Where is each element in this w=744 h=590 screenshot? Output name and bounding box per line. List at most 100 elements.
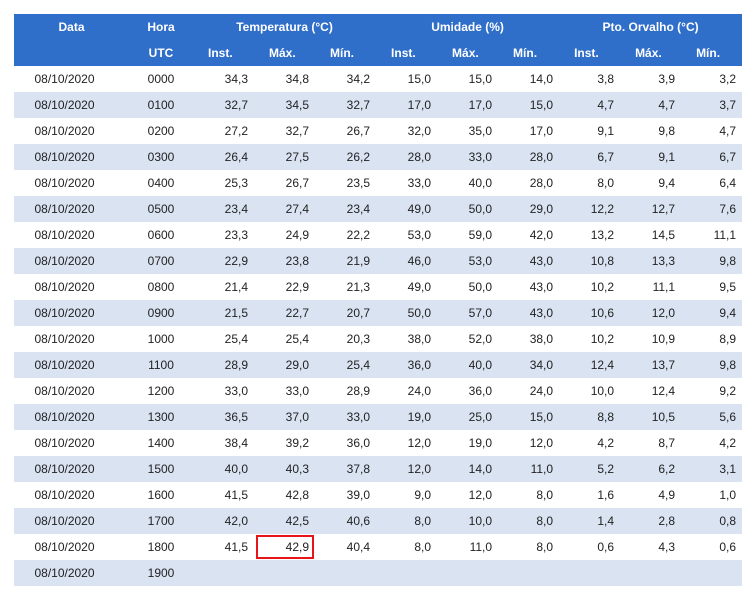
cell-hora: 1400 [129,430,193,456]
cell-umid-max: 33,0 [437,144,499,170]
cell-orv-max: 13,3 [620,248,682,274]
cell-temp-max: 26,7 [254,170,315,196]
cell-temp-min: 26,2 [315,144,377,170]
table-row: 08/10/2020 0300 26,4 27,5 26,2 28,0 33,0 28,0 6,… [14,144,743,170]
cell-orv-inst: 3,8 [559,66,621,92]
cell-umid-min: 24,0 [498,378,560,404]
cell-orv-max: 4,9 [620,482,682,508]
cell-orv-inst: 1,6 [559,482,621,508]
cell-umid-inst: 8,0 [376,534,438,560]
cell-temp-inst: 27,2 [193,118,254,144]
cell-hora: 1200 [129,378,193,404]
cell-umid-min: 8,0 [498,508,560,534]
header-umid-max: Máx. [437,40,499,66]
cell-temp-inst: 21,5 [193,300,254,326]
cell-umid-inst: 17,0 [376,92,438,118]
cell-date: 08/10/2020 [14,196,129,222]
cell-umid-max: 11,0 [437,534,499,560]
cell-date: 08/10/2020 [14,534,129,560]
cell-orv-inst: 10,0 [559,378,621,404]
cell-hora: 1900 [129,560,193,586]
cell-umid-min: 28,0 [498,170,560,196]
cell-umid-max: 15,0 [437,66,499,92]
table-row: 08/10/2020 0500 23,4 27,4 23,4 49,0 50,0 29,0 12… [14,196,743,222]
cell-temp-min: 28,9 [315,378,377,404]
cell-orv-min: 3,7 [681,92,743,118]
cell-umid-inst: 36,0 [376,352,438,378]
cell-hora: 1000 [129,326,193,352]
cell-date: 08/10/2020 [14,352,129,378]
cell-hora: 1800 [129,534,193,560]
cell-orv-max: 9,1 [620,144,682,170]
cell-hora: 0500 [129,196,193,222]
cell-date: 08/10/2020 [14,144,129,170]
cell-orv-max [620,560,682,586]
cell-hora: 0400 [129,170,193,196]
cell-temp-max: 25,4 [254,326,315,352]
cell-umid-max: 40,0 [437,170,499,196]
cell-umid-inst: 50,0 [376,300,438,326]
weather-table-container: Data Hora Temperatura (°C) Umidade (%) P… [14,14,743,586]
cell-temp-inst: 38,4 [193,430,254,456]
cell-temp-inst: 28,9 [193,352,254,378]
cell-date: 08/10/2020 [14,222,129,248]
cell-umid-max: 17,0 [437,92,499,118]
cell-hora: 1100 [129,352,193,378]
cell-umid-min: 43,0 [498,300,560,326]
cell-umid-inst: 12,0 [376,456,438,482]
cell-umid-inst: 28,0 [376,144,438,170]
cell-date: 08/10/2020 [14,248,129,274]
cell-umid-inst: 32,0 [376,118,438,144]
cell-temp-min: 20,7 [315,300,377,326]
cell-hora: 0200 [129,118,193,144]
cell-temp-inst: 41,5 [193,534,254,560]
cell-hora: 1500 [129,456,193,482]
cell-orv-min [681,560,743,586]
table-row: 08/10/2020 1300 36,5 37,0 33,0 19,0 25,0 15,0 8,… [14,404,743,430]
cell-umid-max: 59,0 [437,222,499,248]
header-umid-min: Mín. [498,40,560,66]
header-umidade: Umidade (%) [376,14,560,40]
header-hora: Hora [129,14,193,40]
cell-orv-min: 9,2 [681,378,743,404]
cell-umid-max: 40,0 [437,352,499,378]
cell-temp-max: 34,5 [254,92,315,118]
cell-temp-inst: 36,5 [193,404,254,430]
cell-hora: 0900 [129,300,193,326]
cell-date: 08/10/2020 [14,430,129,456]
table-row: 08/10/2020 1000 25,4 25,4 20,3 38,0 52,0 38,0 10… [14,326,743,352]
cell-orv-inst: 8,0 [559,170,621,196]
cell-date: 08/10/2020 [14,300,129,326]
cell-orv-min: 9,8 [681,248,743,274]
cell-umid-inst: 24,0 [376,378,438,404]
cell-temp-max: 37,0 [254,404,315,430]
cell-temp-inst: 25,4 [193,326,254,352]
table-row: 08/10/2020 1800 41,5 42,9 40,4 8,0 11,0 8,0 0,6 4… [14,534,743,560]
cell-orv-min: 7,6 [681,196,743,222]
header-temp-inst: Inst. [193,40,254,66]
cell-umid-inst: 49,0 [376,196,438,222]
cell-temp-inst [193,560,254,586]
cell-orv-inst: 10,2 [559,274,621,300]
table-row: 08/10/2020 0600 23,3 24,9 22,2 53,0 59,0 42,0 13… [14,222,743,248]
cell-orv-max: 4,7 [620,92,682,118]
cell-hora: 0800 [129,274,193,300]
cell-temp-max: 27,5 [254,144,315,170]
weather-data-table: Data Hora Temperatura (°C) Umidade (%) P… [14,14,743,586]
cell-umid-inst: 19,0 [376,404,438,430]
cell-date: 08/10/2020 [14,482,129,508]
cell-orv-inst: 10,6 [559,300,621,326]
cell-orv-inst: 10,8 [559,248,621,274]
table-header: Data Hora Temperatura (°C) Umidade (%) P… [14,14,743,66]
cell-temp-max: 22,7 [254,300,315,326]
cell-umid-min: 8,0 [498,534,560,560]
cell-umid-max: 50,0 [437,274,499,300]
cell-orv-max: 10,9 [620,326,682,352]
cell-orv-max: 10,5 [620,404,682,430]
cell-umid-min: 43,0 [498,274,560,300]
cell-temp-inst: 26,4 [193,144,254,170]
cell-date: 08/10/2020 [14,170,129,196]
cell-orv-max: 12,4 [620,378,682,404]
cell-umid-max [437,560,499,586]
cell-date: 08/10/2020 [14,274,129,300]
